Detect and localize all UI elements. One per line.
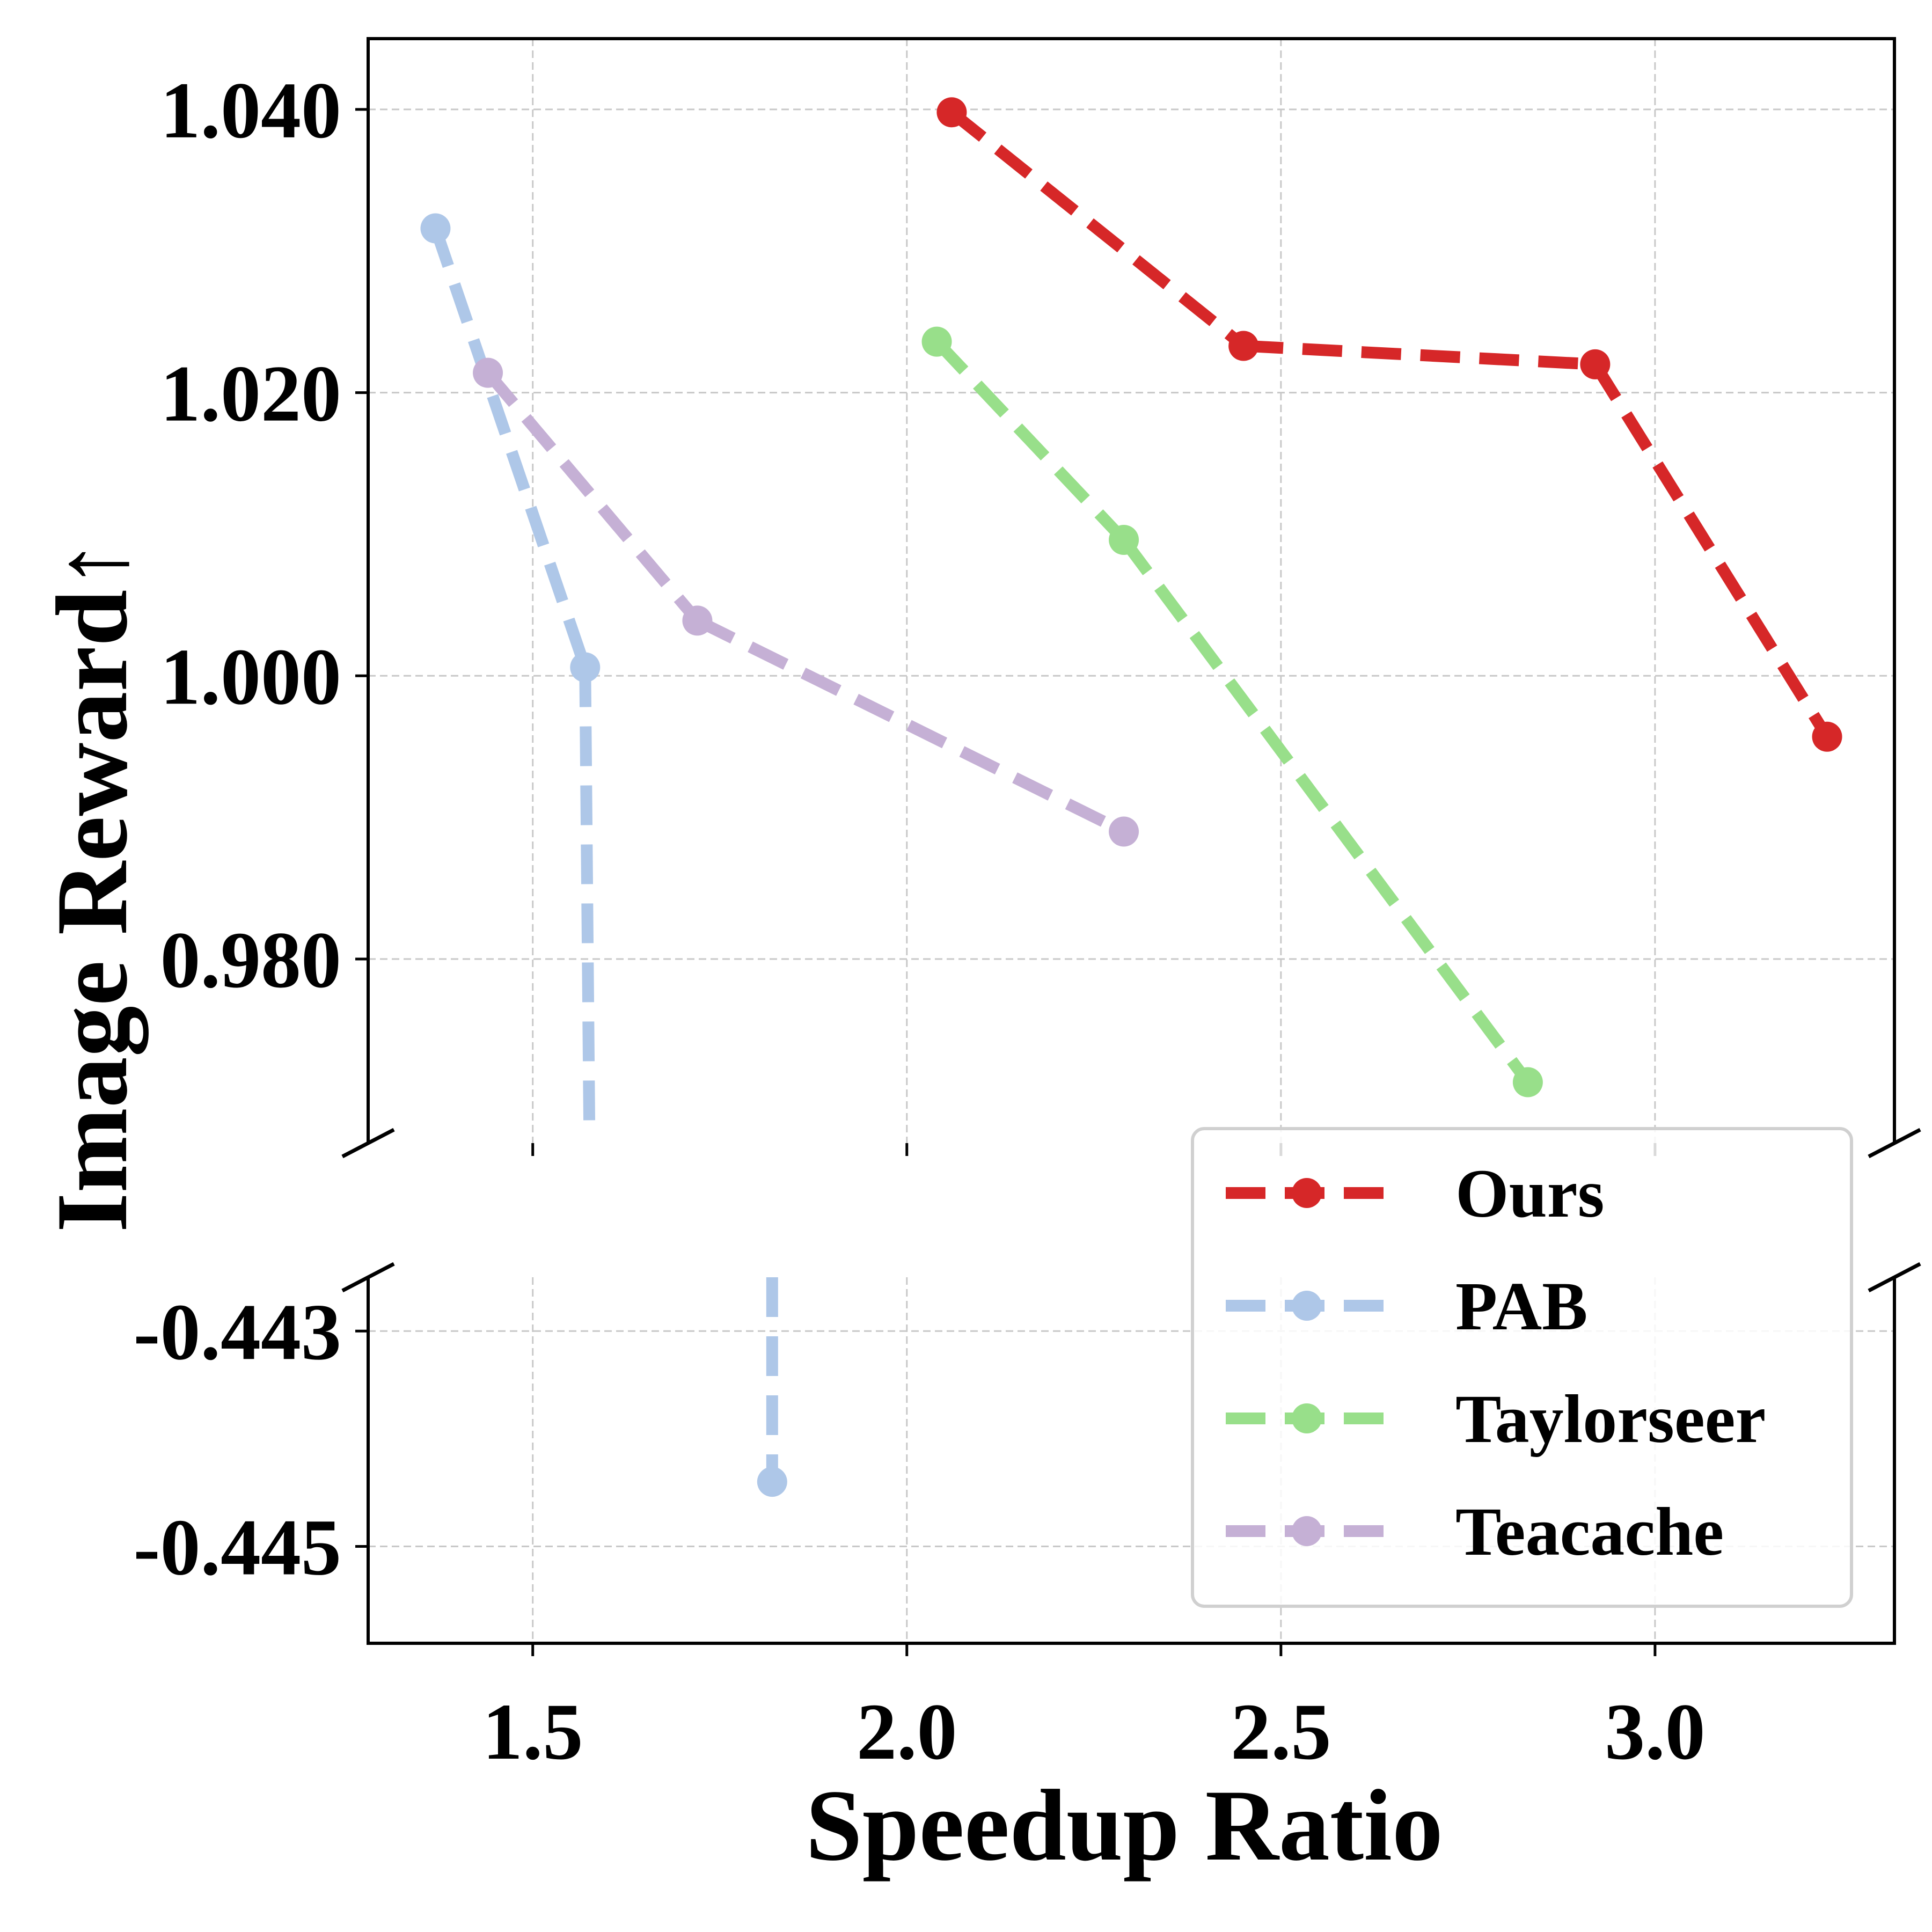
data-point — [1109, 525, 1139, 555]
data-point — [1109, 816, 1139, 847]
y-tick-label: 1.020 — [160, 349, 342, 438]
data-point — [1812, 721, 1842, 752]
x-axis-title: Speedup Ratio — [806, 1769, 1443, 1882]
x-tick-label: 1.5 — [482, 1687, 583, 1776]
data-point — [682, 605, 713, 636]
legend-item-ours: Ours — [1226, 1155, 1604, 1232]
series-taylorseer — [921, 326, 1543, 1097]
series-line-segment — [1243, 340, 1596, 370]
legend-swatch-marker — [1292, 1178, 1322, 1208]
series-line-segment — [932, 338, 1129, 544]
series-line-segment — [1119, 536, 1533, 1086]
legend-swatch-marker — [1292, 1403, 1322, 1433]
x-tick-label: 3.0 — [1605, 1687, 1706, 1776]
lower-axes-frame — [367, 1277, 1896, 1645]
data-point — [936, 97, 967, 128]
legend: Ours PAB Taylorseer Teacache — [1191, 1127, 1853, 1608]
legend-item-teacache: Teacache — [1226, 1494, 1724, 1570]
axis-break-mark — [1868, 1262, 1921, 1293]
data-point — [757, 1467, 787, 1497]
series-teacache — [473, 357, 1139, 847]
upper-axes-frame — [367, 37, 1896, 1143]
legend-label: PAB — [1455, 1268, 1588, 1344]
x-tick-label: 2.0 — [857, 1687, 957, 1776]
legend-box — [1191, 1127, 1853, 1608]
y-tick-label: 1.040 — [160, 66, 342, 155]
legend-swatch-marker — [1292, 1291, 1322, 1321]
series-layer — [420, 97, 1842, 1497]
data-point — [921, 326, 952, 357]
legend-item-pab: PAB — [1226, 1268, 1588, 1344]
legend-label: Teacache — [1455, 1494, 1724, 1570]
series-line-segment — [483, 369, 702, 625]
data-point — [1580, 349, 1611, 379]
y-tick-label: 1.000 — [160, 632, 342, 721]
legend-item-taylorseer: Taylorseer — [1226, 1381, 1766, 1457]
y-tick-label: -0.445 — [134, 1503, 341, 1592]
data-point — [1228, 331, 1259, 361]
data-point — [473, 357, 503, 388]
axis-break-mark — [341, 1262, 395, 1293]
y-tick-label: 0.980 — [160, 916, 342, 1005]
legend-label: Ours — [1455, 1155, 1604, 1232]
axis-break-mark — [1868, 1128, 1921, 1159]
x-tick-label: 2.5 — [1231, 1687, 1331, 1776]
legend-label: Taylorseer — [1455, 1381, 1766, 1457]
axis-break-mark — [341, 1128, 395, 1159]
series-line-segment — [694, 615, 1126, 837]
series-pab — [420, 213, 787, 1497]
series-line-segment — [430, 226, 591, 670]
data-point — [570, 652, 601, 683]
data-point — [420, 213, 451, 244]
series-line-segment — [579, 667, 596, 1137]
series-line-segment — [948, 107, 1247, 351]
legend-swatch-marker — [1292, 1516, 1322, 1546]
grid — [368, 39, 1894, 1643]
y-axis-title: Image Reward↑ — [36, 539, 149, 1233]
tick-labels: 1.5 2.0 2.5 3.0 0.980 1.000 1.020 1.040 -0.443 -0… — [134, 66, 1706, 1776]
y-tick-label: -0.443 — [134, 1287, 341, 1377]
data-point — [1512, 1067, 1543, 1097]
series-ours — [936, 97, 1842, 752]
series-line-segment — [1590, 361, 1832, 740]
